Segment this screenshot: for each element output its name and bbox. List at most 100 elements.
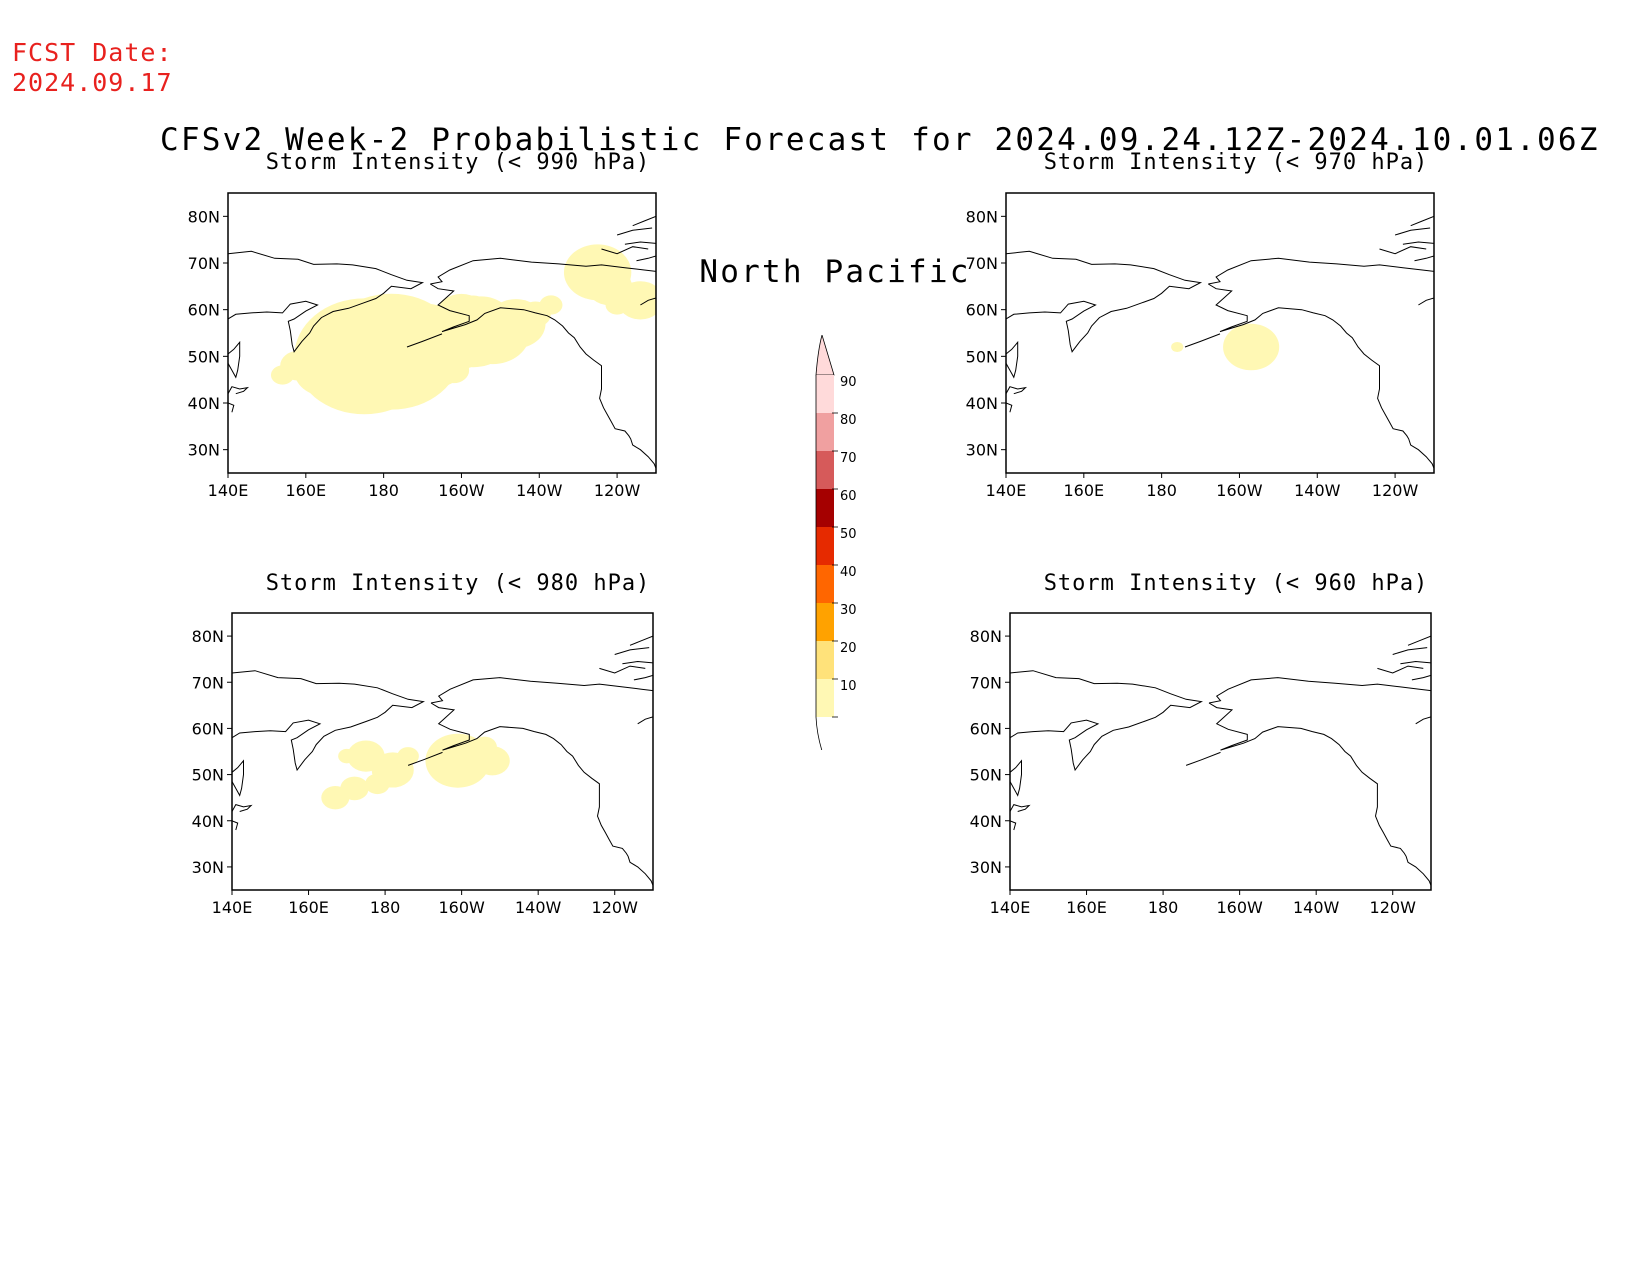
probability-contour — [439, 773, 454, 786]
coastline — [640, 297, 656, 306]
coastline — [1377, 665, 1424, 674]
probability-contour — [1171, 341, 1184, 353]
coastline — [1010, 820, 1017, 831]
probability-contour — [397, 747, 419, 766]
colorbar-label: 80 — [840, 413, 857, 428]
panel-title-970: Storm Intensity (< 970 hPa) — [1043, 150, 1429, 175]
lon-label: 140W — [515, 898, 562, 917]
map-area — [1010, 635, 1431, 886]
colorbar-segment — [816, 451, 834, 489]
lat-label: 40N — [970, 812, 1002, 831]
lat-label: 80N — [970, 627, 1002, 646]
coastline — [407, 751, 443, 766]
coastline — [1006, 250, 1203, 353]
coastline — [1402, 241, 1434, 245]
coastline — [637, 716, 653, 725]
coastline — [1006, 340, 1019, 379]
coastline — [1415, 716, 1431, 725]
lon-label: 160E — [288, 898, 329, 917]
lat-label: 50N — [192, 766, 224, 785]
colorbar-segment — [816, 641, 834, 679]
coastline — [1400, 660, 1431, 665]
colorbar-segment — [816, 489, 834, 527]
map-area — [1006, 215, 1434, 469]
colorbar-segment — [816, 375, 834, 413]
coastline — [1010, 759, 1022, 797]
lat-label: 80N — [192, 627, 224, 646]
colorbar-label: 90 — [840, 375, 857, 390]
lat-label: 80N — [966, 207, 998, 226]
title-line-2: North Pacific — [699, 254, 971, 290]
lon-label: 120W — [592, 898, 639, 917]
lon-label: 180 — [370, 898, 401, 917]
lat-label: 30N — [188, 441, 220, 460]
lat-label: 60N — [188, 301, 220, 320]
lon-label: 180 — [1146, 481, 1177, 500]
coastline — [232, 820, 239, 831]
coastline — [624, 241, 656, 245]
probability-contour — [321, 785, 350, 810]
coastline — [1010, 804, 1031, 812]
colorbar-top-cap — [815, 335, 835, 376]
coastline — [629, 635, 653, 646]
coastline — [430, 677, 653, 704]
coastline — [232, 759, 244, 797]
coastline — [614, 647, 650, 655]
lon-label: 180 — [368, 481, 399, 500]
coastline — [228, 402, 235, 413]
lat-label: 60N — [966, 301, 998, 320]
colorbar-label: 50 — [840, 527, 857, 542]
lat-label: 50N — [966, 347, 998, 366]
probability-contour — [539, 295, 563, 315]
coastline — [1010, 670, 1203, 772]
lon-label: 140E — [986, 481, 1027, 500]
lon-label: 140E — [212, 898, 253, 917]
lon-label: 160W — [1216, 898, 1263, 917]
map-area — [228, 215, 656, 469]
panel-title-960: Storm Intensity (< 960 hPa) — [1043, 571, 1429, 596]
lat-label: 30N — [966, 441, 998, 460]
forecast-date-label: FCST Date: — [12, 38, 173, 67]
lat-label: 60N — [970, 719, 1002, 738]
coastline — [228, 250, 425, 353]
coastline — [228, 340, 241, 379]
lon-label: 140W — [516, 481, 563, 500]
colorbar-segment — [816, 527, 834, 565]
lat-label: 70N — [188, 254, 220, 273]
lon-label: 140E — [208, 481, 249, 500]
panel-title-990: Storm Intensity (< 990 hPa) — [265, 150, 651, 175]
colorbar-label: 70 — [840, 451, 857, 466]
colorbar-label: 10 — [840, 679, 857, 694]
colorbar-segment — [816, 565, 834, 603]
lat-label: 70N — [192, 673, 224, 692]
coastline — [232, 670, 425, 772]
map-panel-980: 80N 70N 60N 50N 40N 30N 140E 160E 180 160W 140W 120… — [192, 612, 654, 917]
probability-contour — [472, 736, 497, 758]
probability-contour — [605, 295, 629, 315]
forecast-date: FCST Date: 2024.09.17 — [12, 38, 173, 98]
probability-contour — [617, 281, 656, 320]
lat-label: 40N — [966, 394, 998, 413]
probability-contour — [358, 352, 401, 388]
lon-label: 160W — [1216, 481, 1263, 500]
map-area — [232, 635, 653, 886]
panel-title-980: Storm Intensity (< 980 hPa) — [265, 571, 651, 596]
probability-contour — [456, 295, 491, 324]
coastline — [1184, 333, 1221, 348]
coastline — [633, 674, 653, 681]
lon-label: 120W — [1370, 898, 1417, 917]
coastline — [1410, 215, 1434, 227]
coastline — [228, 386, 250, 395]
probability-contour — [400, 363, 430, 387]
coastline — [1208, 283, 1434, 469]
lon-label: 140W — [1293, 898, 1340, 917]
map-frame — [1009, 612, 1432, 891]
lon-label: 120W — [1372, 481, 1419, 500]
coastline — [430, 257, 656, 285]
coastline — [601, 246, 649, 255]
coastline — [616, 227, 653, 236]
colorbar-label: 20 — [840, 641, 857, 656]
probability-contour — [365, 773, 390, 795]
coastline — [636, 255, 656, 262]
colorbar-bottom-cap — [815, 716, 823, 750]
